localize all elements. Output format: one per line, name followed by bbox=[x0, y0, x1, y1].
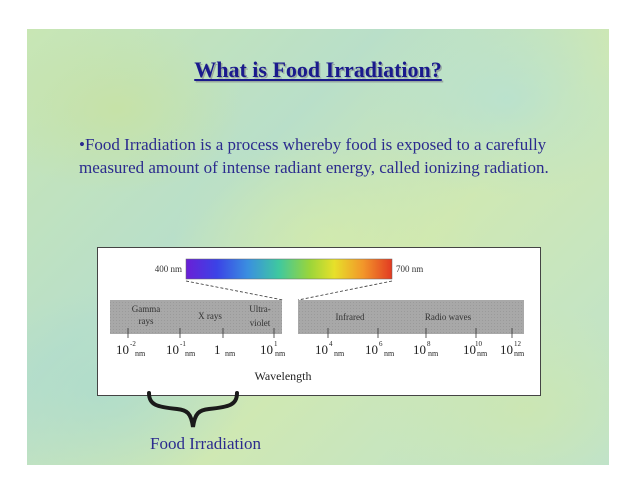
tick-marks bbox=[127, 328, 513, 338]
visible-spectrum-bar bbox=[185, 258, 393, 280]
band-label-uv-1: Ultra- bbox=[249, 304, 271, 314]
svg-text:10: 10 bbox=[315, 342, 328, 357]
brace-icon bbox=[147, 391, 239, 428]
tick-label-6: 10 6 nm bbox=[365, 340, 395, 358]
slide-title: What is Food Irradiation? bbox=[194, 57, 442, 82]
svg-text:nm: nm bbox=[275, 349, 286, 358]
svg-text:12: 12 bbox=[514, 340, 522, 348]
tick-label-1: 10 -2 nm bbox=[116, 340, 146, 358]
band-label-infrared: Infrared bbox=[336, 312, 365, 322]
spectrum-svg: 400 nm 700 nm Gamma rays X rays Ultra- v… bbox=[110, 258, 525, 383]
visible-start-label: 400 nm bbox=[155, 264, 182, 274]
svg-text:nm: nm bbox=[334, 349, 345, 358]
tick-label-5: 10 4 nm bbox=[315, 340, 345, 358]
svg-text:10: 10 bbox=[116, 342, 129, 357]
tick-label-4: 10 1 nm bbox=[260, 340, 286, 358]
band-bar-left bbox=[110, 300, 282, 334]
svg-text:6: 6 bbox=[379, 340, 383, 348]
svg-text:-2: -2 bbox=[130, 340, 136, 348]
projection-line-left bbox=[185, 280, 284, 301]
tick-label-2: 10 -1 nm bbox=[166, 340, 196, 358]
band-label-uv-2: violet bbox=[250, 318, 271, 328]
svg-text:10: 10 bbox=[166, 342, 179, 357]
svg-text:nm: nm bbox=[428, 349, 439, 358]
svg-text:10: 10 bbox=[260, 342, 273, 357]
band-label-gamma-2: rays bbox=[139, 316, 154, 326]
svg-text:10: 10 bbox=[475, 340, 483, 348]
food-irradiation-caption: Food Irradiation bbox=[150, 434, 261, 453]
tick-label-8: 10 10 nm bbox=[463, 340, 488, 358]
spectrum-figure: 400 nm 700 nm Gamma rays X rays Ultra- v… bbox=[97, 247, 541, 396]
svg-text:nm: nm bbox=[185, 349, 196, 358]
svg-text:nm: nm bbox=[384, 349, 395, 358]
tick-label-3: 1 nm bbox=[214, 342, 236, 358]
svg-text:1: 1 bbox=[274, 340, 278, 348]
svg-text:10: 10 bbox=[413, 342, 426, 357]
svg-text:4: 4 bbox=[329, 340, 333, 348]
svg-text:-1: -1 bbox=[180, 340, 186, 348]
svg-text:nm: nm bbox=[514, 349, 525, 358]
svg-text:10: 10 bbox=[463, 342, 476, 357]
svg-text:10: 10 bbox=[365, 342, 378, 357]
svg-text:nm: nm bbox=[225, 349, 236, 358]
band-label-xrays: X rays bbox=[198, 311, 222, 321]
band-label-radio: Radio waves bbox=[425, 312, 472, 322]
tick-label-9: 10 12 nm bbox=[500, 340, 525, 358]
band-label-gamma-1: Gamma bbox=[132, 304, 161, 314]
bullet-text: •Food Irradiation is a process whereby f… bbox=[79, 135, 549, 177]
axis-label: Wavelength bbox=[254, 369, 311, 383]
projection-line-right bbox=[297, 280, 393, 301]
svg-text:10: 10 bbox=[500, 342, 513, 357]
svg-text:nm: nm bbox=[477, 349, 488, 358]
tick-label-7: 10 8 nm bbox=[413, 340, 439, 358]
svg-text:nm: nm bbox=[135, 349, 146, 358]
slide: What is Food Irradiation? •Food Irradiat… bbox=[27, 29, 609, 465]
svg-text:8: 8 bbox=[427, 340, 431, 348]
visible-end-label: 700 nm bbox=[396, 264, 423, 274]
band-bar-right bbox=[298, 300, 524, 334]
svg-text:1: 1 bbox=[214, 342, 221, 357]
